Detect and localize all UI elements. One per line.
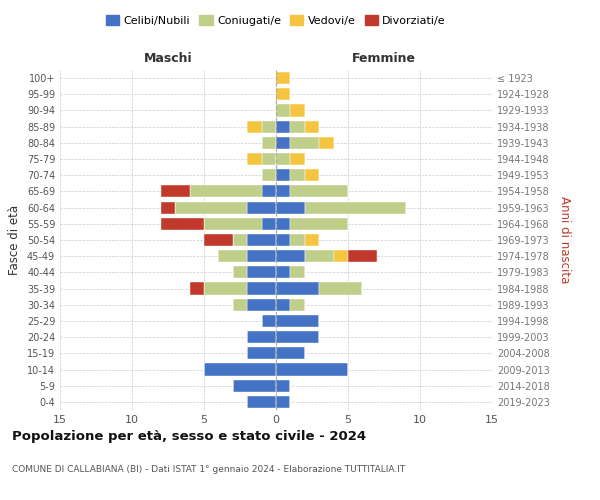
Bar [262, 315, 276, 327]
Bar [262, 153, 276, 165]
Bar [247, 153, 262, 165]
Bar [319, 137, 334, 149]
Bar [233, 298, 247, 311]
Bar [290, 169, 305, 181]
Y-axis label: Anni di nascita: Anni di nascita [558, 196, 571, 284]
Text: COMUNE DI CALLABIANA (BI) - Dati ISTAT 1° gennaio 2024 - Elaborazione TUTTITALIA: COMUNE DI CALLABIANA (BI) - Dati ISTAT 1… [12, 465, 405, 474]
Bar [305, 169, 319, 181]
Bar [262, 137, 276, 149]
Bar [276, 380, 290, 392]
Bar [276, 153, 290, 165]
Bar [276, 218, 290, 230]
Bar [276, 234, 290, 246]
Bar [276, 169, 290, 181]
Bar [290, 234, 305, 246]
Bar [204, 364, 276, 376]
Bar [305, 250, 334, 262]
Bar [204, 282, 247, 294]
Bar [233, 266, 247, 278]
Bar [305, 202, 406, 213]
Bar [290, 104, 305, 117]
Bar [276, 266, 290, 278]
Bar [319, 282, 362, 294]
Bar [247, 348, 276, 360]
Bar [290, 266, 305, 278]
Bar [247, 120, 262, 132]
Text: Maschi: Maschi [143, 52, 193, 65]
Bar [247, 331, 276, 343]
Bar [276, 104, 290, 117]
Bar [233, 234, 247, 246]
Bar [190, 186, 262, 198]
Bar [276, 88, 290, 101]
Bar [247, 250, 276, 262]
Bar [290, 153, 305, 165]
Bar [247, 202, 276, 213]
Y-axis label: Fasce di età: Fasce di età [8, 205, 21, 275]
Bar [204, 234, 233, 246]
Bar [290, 218, 348, 230]
Bar [290, 186, 348, 198]
Bar [276, 120, 290, 132]
Bar [262, 120, 276, 132]
Bar [276, 298, 290, 311]
Bar [262, 169, 276, 181]
Bar [190, 282, 204, 294]
Bar [276, 72, 290, 84]
Bar [348, 250, 377, 262]
Bar [276, 282, 319, 294]
Bar [204, 218, 262, 230]
Bar [276, 186, 290, 198]
Bar [247, 396, 276, 408]
Bar [247, 234, 276, 246]
Legend: Celibi/Nubili, Coniugati/e, Vedovi/e, Divorziati/e: Celibi/Nubili, Coniugati/e, Vedovi/e, Di… [101, 10, 451, 30]
Bar [247, 266, 276, 278]
Bar [290, 298, 305, 311]
Bar [262, 186, 276, 198]
Bar [276, 250, 305, 262]
Bar [218, 250, 247, 262]
Bar [334, 250, 348, 262]
Bar [290, 137, 319, 149]
Bar [305, 120, 319, 132]
Text: Popolazione per età, sesso e stato civile - 2024: Popolazione per età, sesso e stato civil… [12, 430, 366, 443]
Bar [161, 202, 175, 213]
Bar [161, 218, 204, 230]
Text: Femmine: Femmine [352, 52, 416, 65]
Bar [262, 218, 276, 230]
Bar [161, 186, 190, 198]
Bar [233, 380, 276, 392]
Bar [175, 202, 247, 213]
Bar [276, 315, 319, 327]
Bar [247, 282, 276, 294]
Bar [276, 202, 305, 213]
Bar [276, 348, 305, 360]
Bar [290, 120, 305, 132]
Bar [276, 331, 319, 343]
Bar [276, 396, 290, 408]
Bar [247, 298, 276, 311]
Bar [276, 137, 290, 149]
Bar [276, 364, 348, 376]
Bar [305, 234, 319, 246]
